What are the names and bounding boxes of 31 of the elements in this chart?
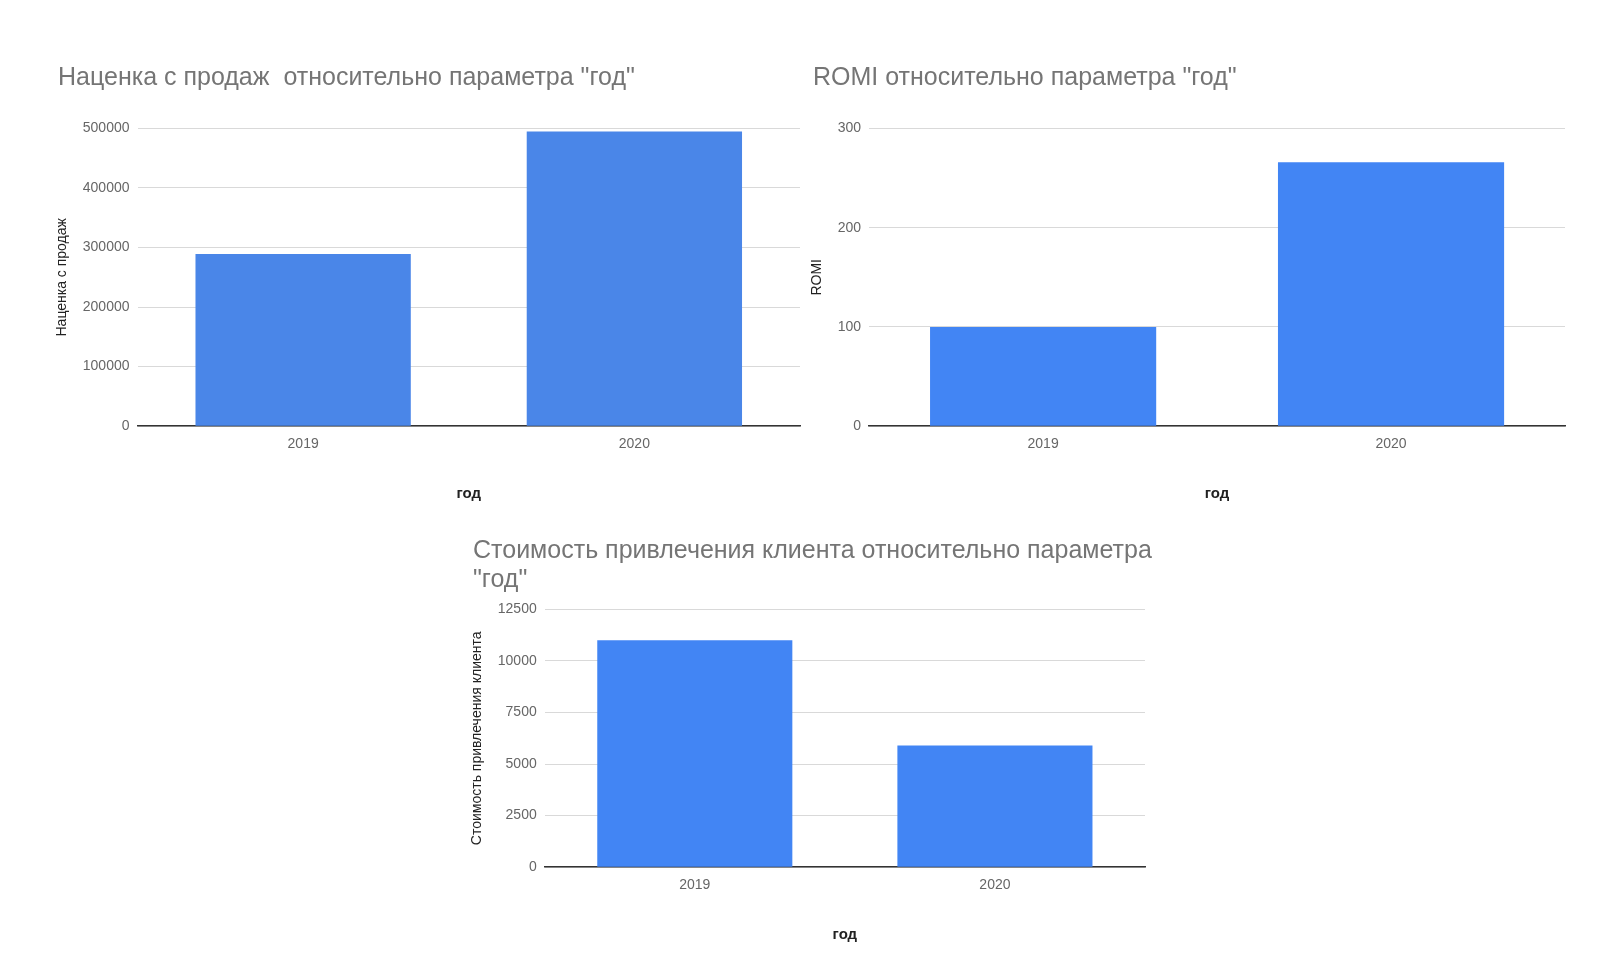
x-tick-label: 2020 bbox=[1375, 435, 1407, 452]
y-tick-label: 100000 bbox=[82, 357, 130, 374]
y-tick-label: 0 bbox=[528, 858, 537, 875]
x-tick-label: 2019 bbox=[287, 435, 319, 452]
y-tick-label: 2500 bbox=[505, 806, 537, 823]
y-tick-label: 300 bbox=[837, 119, 862, 136]
x-tick-label: 2019 bbox=[679, 876, 711, 893]
y-tick-label: 100 bbox=[837, 317, 862, 334]
y-axis-title: Наценка с продаж bbox=[53, 217, 70, 337]
x-tick-label: 2020 bbox=[979, 876, 1011, 893]
x-axis-title: год bbox=[832, 925, 858, 943]
y-tick-label: 300000 bbox=[82, 238, 130, 255]
y-tick-label: 200 bbox=[837, 218, 862, 235]
chart-title: Стоимость привлечения клиента относительно параметра "год" bbox=[472, 535, 1153, 593]
y-axis-title: Стоимость привлечения клиента bbox=[468, 631, 485, 846]
y-tick-label: 0 bbox=[853, 417, 862, 434]
y-tick-label: 0 bbox=[121, 417, 130, 434]
y-axis-title: ROMI bbox=[808, 259, 825, 296]
chart-title: Наценка с продаж относительно параметра "год" bbox=[57, 62, 636, 92]
y-tick-label: 500000 bbox=[82, 119, 130, 136]
y-tick-label: 12500 bbox=[497, 600, 537, 617]
y-tick-label: 10000 bbox=[497, 651, 537, 668]
x-tick-label: 2020 bbox=[618, 435, 651, 452]
chart-title: ROMI относительно параметра "год" bbox=[812, 62, 1238, 92]
y-tick-label: 400000 bbox=[82, 178, 130, 195]
x-tick-label: 2019 bbox=[1027, 435, 1059, 452]
y-tick-label: 7500 bbox=[505, 703, 537, 720]
y-tick-label: 5000 bbox=[505, 754, 537, 771]
y-tick-label: 200000 bbox=[82, 297, 130, 314]
x-axis-title: год bbox=[456, 484, 482, 502]
x-axis-title: год bbox=[1204, 484, 1230, 502]
